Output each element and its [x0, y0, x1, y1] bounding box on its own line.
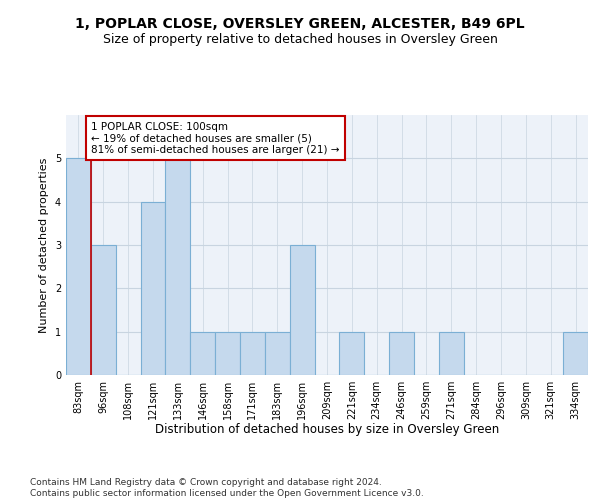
Bar — [290, 245, 314, 375]
Text: Distribution of detached houses by size in Oversley Green: Distribution of detached houses by size … — [155, 422, 499, 436]
Bar — [240, 332, 265, 375]
Bar — [140, 202, 166, 375]
Bar — [166, 158, 190, 375]
Bar — [215, 332, 240, 375]
Bar — [389, 332, 414, 375]
Bar — [91, 245, 116, 375]
Bar — [340, 332, 364, 375]
Text: 1 POPLAR CLOSE: 100sqm
← 19% of detached houses are smaller (5)
81% of semi-deta: 1 POPLAR CLOSE: 100sqm ← 19% of detached… — [91, 122, 340, 154]
Text: 1, POPLAR CLOSE, OVERSLEY GREEN, ALCESTER, B49 6PL: 1, POPLAR CLOSE, OVERSLEY GREEN, ALCESTE… — [75, 18, 525, 32]
Bar — [439, 332, 464, 375]
Bar — [190, 332, 215, 375]
Text: Size of property relative to detached houses in Oversley Green: Size of property relative to detached ho… — [103, 32, 497, 46]
Bar — [563, 332, 588, 375]
Bar — [265, 332, 290, 375]
Text: Contains HM Land Registry data © Crown copyright and database right 2024.
Contai: Contains HM Land Registry data © Crown c… — [30, 478, 424, 498]
Bar — [66, 158, 91, 375]
Y-axis label: Number of detached properties: Number of detached properties — [40, 158, 49, 332]
